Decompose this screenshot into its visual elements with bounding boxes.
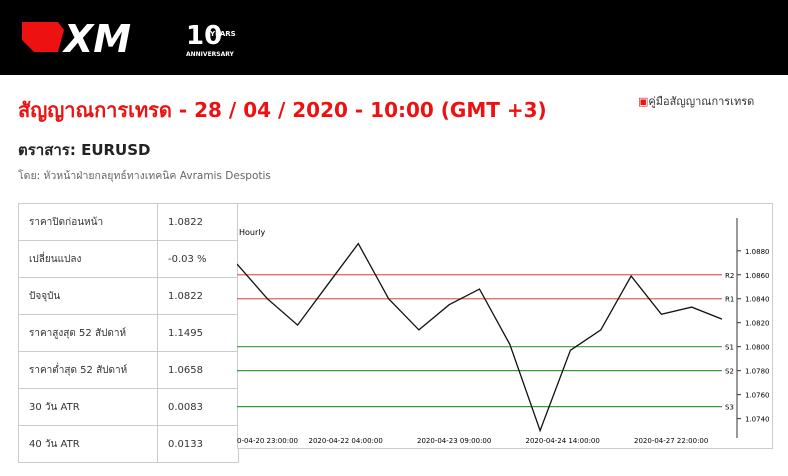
author: โดย: หัวหน้าฝ่ายกลยุทธ์ทางเทคนิค Avramis…	[18, 170, 271, 182]
table-row: ราคาสูงสุด 52 สัปดาห์ 1.1495	[18, 314, 239, 352]
cell-label: ราคาปิดก่อนหน้า	[18, 203, 158, 241]
cell-label: เปลี่ยนแปลง	[18, 240, 158, 278]
cell-value: 1.0658	[157, 351, 239, 389]
logo-icon	[22, 22, 64, 52]
logo: XM 10 YEARS ANNIVERSARY	[22, 17, 236, 61]
price-line	[237, 242, 723, 433]
chart-frame	[237, 203, 773, 449]
table-row: ราคาปิดก่อนหน้า 1.0822	[18, 203, 239, 241]
y-tick-label: 1.0860	[745, 272, 770, 280]
instrument: ตราสาร: EURUSD	[18, 141, 151, 159]
table-row: 30 วัน ATR 0.0083	[18, 388, 239, 426]
logo-text: XM	[62, 17, 131, 61]
cell-label: ราคาต่ำสุด 52 สัปดาห์	[18, 351, 158, 389]
level-label: S2	[725, 368, 734, 376]
cell-label: 40 วัน ATR	[18, 425, 158, 463]
table-row: ปัจจุบัน 1.0822	[18, 277, 239, 315]
x-tick-label: 2020-04-24 14:00:00	[526, 437, 600, 445]
chart: Hourly 1.0880 1.0860 1.0840 1.0820 1.0800 1.0…	[237, 203, 773, 449]
x-tick-label: 2020-04-27 22:00:00	[634, 437, 708, 445]
cell-value: 1.0822	[157, 203, 239, 241]
level-label: R1	[725, 296, 734, 304]
chart-label: Hourly	[239, 228, 265, 237]
cell-value: 1.1495	[157, 314, 239, 352]
badge: 10	[186, 21, 222, 51]
cell-value: 0.0133	[157, 425, 239, 463]
badge-caption: ANNIVERSARY	[186, 51, 235, 58]
cell-value: -0.03 %	[157, 240, 239, 278]
level-label: R2	[725, 272, 734, 280]
level-label: S3	[725, 404, 734, 412]
header: XM 10 YEARS ANNIVERSARY	[0, 0, 788, 75]
level-label: S1	[725, 344, 734, 352]
y-tick-label: 1.0780	[745, 368, 770, 376]
x-tick-label: 0-04-20 23:00:00	[237, 437, 298, 445]
y-tick-label: 1.0840	[745, 296, 770, 304]
y-tick-label: 1.0800	[745, 344, 770, 352]
guide-link-text[interactable]: คู่มือสัญญาณการเทรด	[648, 95, 755, 108]
x-tick-label: 2020-04-23 09:00:00	[417, 437, 491, 445]
y-tick-label: 1.0740	[745, 416, 770, 424]
cell-label: ปัจจุบัน	[18, 277, 158, 315]
cell-value: 0.0083	[157, 388, 239, 426]
x-tick-label: 2020-04-22 04:00:00	[309, 437, 383, 445]
y-tick-label: 1.0760	[745, 392, 770, 400]
cell-value: 1.0822	[157, 277, 239, 315]
table-row: เปลี่ยนแปลง -0.03 %	[18, 240, 239, 278]
y-tick-label: 1.0880	[745, 248, 770, 256]
table-row: ราคาต่ำสุด 52 สัปดาห์ 1.0658	[18, 351, 239, 389]
table-row: 40 วัน ATR 0.0133	[18, 425, 239, 463]
badge-sub: YEARS	[209, 30, 236, 38]
cell-label: ราคาสูงสุด 52 สัปดาห์	[18, 314, 158, 352]
cell-label: 30 วัน ATR	[18, 388, 158, 426]
y-tick-label: 1.0820	[745, 320, 770, 328]
stats-table: ราคาปิดก่อนหน้า 1.0822 เปลี่ยนแปลง -0.03 % ป…	[18, 203, 239, 463]
guide-link[interactable]: ▣คู่มือสัญญาณการเทรด	[638, 95, 755, 108]
title: สัญญาณการเทรด - 28 / 04 / 2020 - 10:00 (…	[18, 98, 547, 122]
